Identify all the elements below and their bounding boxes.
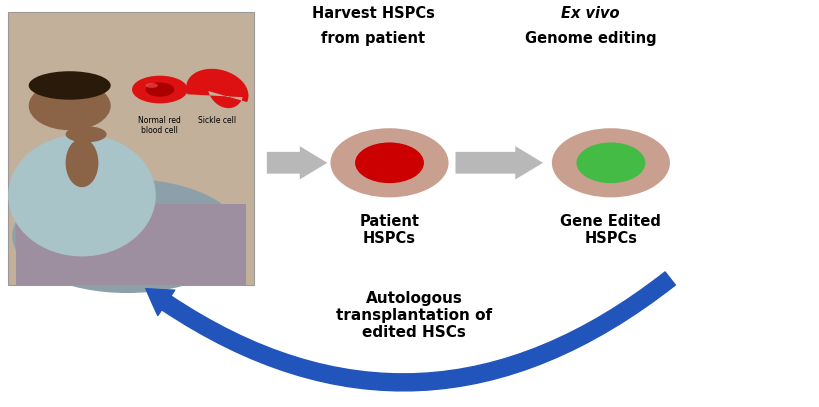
Ellipse shape	[8, 134, 156, 256]
Ellipse shape	[355, 142, 423, 183]
Text: Gene Edited
HSPCs: Gene Edited HSPCs	[559, 214, 661, 246]
Text: Normal red
blood cell: Normal red blood cell	[138, 116, 181, 136]
Ellipse shape	[66, 138, 98, 187]
Text: Patient
HSPCs: Patient HSPCs	[359, 214, 419, 246]
Ellipse shape	[145, 83, 158, 88]
Ellipse shape	[29, 71, 111, 100]
FancyBboxPatch shape	[16, 204, 246, 285]
Text: Sickle cell: Sickle cell	[198, 116, 236, 125]
Text: Ex vivo: Ex vivo	[560, 6, 619, 21]
Polygon shape	[186, 69, 248, 108]
Text: Harvest HSPCs: Harvest HSPCs	[311, 6, 434, 21]
FancyArrow shape	[266, 146, 328, 180]
Text: Autologous
transplantation of
edited HSCs: Autologous transplantation of edited HSC…	[336, 291, 491, 340]
FancyArrowPatch shape	[146, 272, 675, 391]
Ellipse shape	[576, 142, 645, 183]
Ellipse shape	[330, 128, 448, 197]
Ellipse shape	[29, 81, 111, 130]
Ellipse shape	[132, 76, 188, 103]
Ellipse shape	[66, 126, 106, 142]
Ellipse shape	[146, 82, 174, 96]
Ellipse shape	[12, 179, 242, 293]
FancyBboxPatch shape	[8, 12, 254, 285]
Text: Genome editing: Genome editing	[524, 31, 655, 46]
Text: from patient: from patient	[321, 31, 424, 46]
FancyArrow shape	[455, 146, 543, 180]
Ellipse shape	[551, 128, 669, 197]
